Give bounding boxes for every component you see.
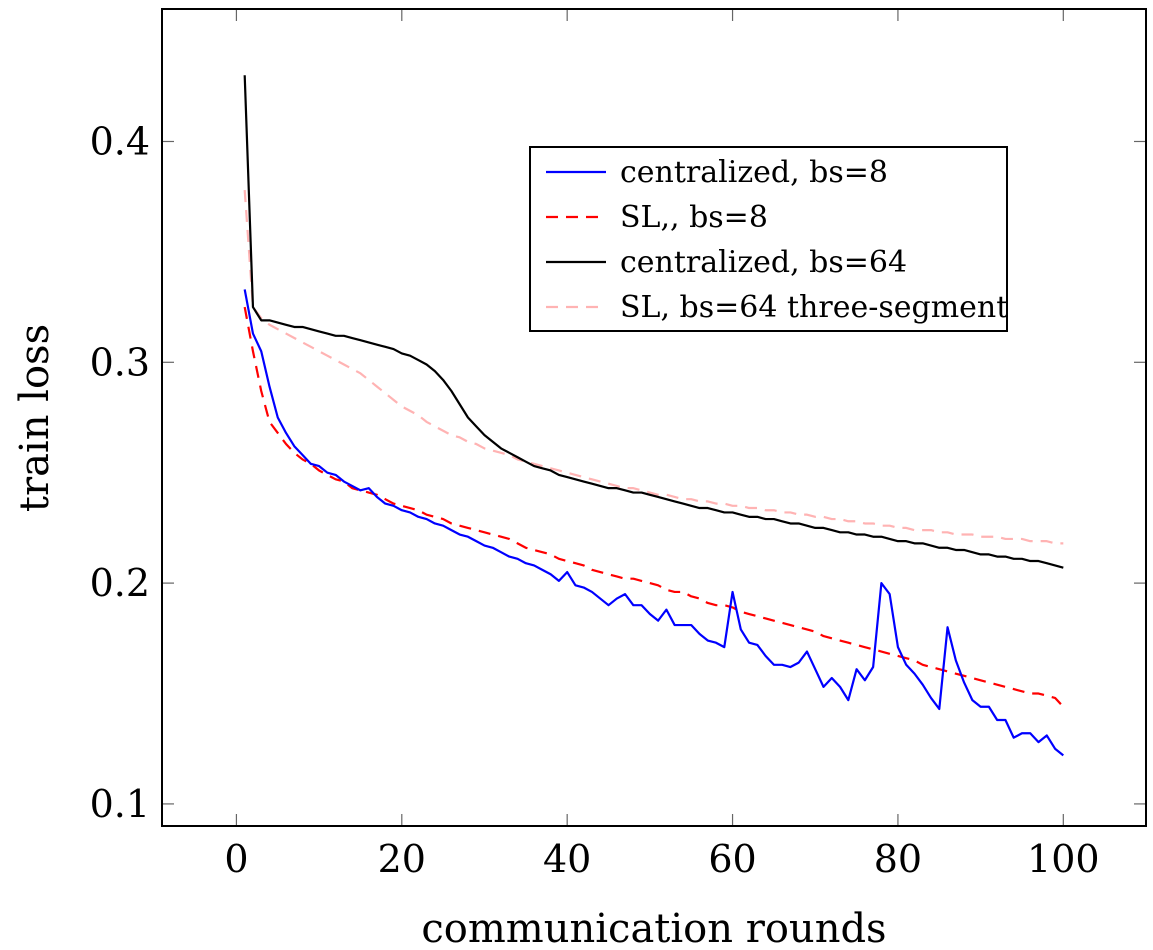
y-axis-label: train loss — [12, 324, 58, 512]
x-axis-label: communication rounds — [421, 906, 886, 950]
x-tick-label: 100 — [1027, 837, 1100, 881]
legend: centralized, bs=8 SL,, bs=8 centralized, b… — [529, 146, 1008, 332]
series-line-4 — [243, 189, 1064, 545]
plot-area — [243, 75, 1065, 757]
x-tick-label: 0 — [224, 837, 248, 881]
y-tick-label: 0.3 — [90, 340, 150, 384]
x-tick-label: 40 — [543, 837, 591, 881]
y-tick-label: 0.1 — [90, 782, 150, 826]
x-tick-label: 60 — [708, 837, 756, 881]
x-tick-label: 80 — [874, 837, 922, 881]
series-line-2 — [243, 306, 1065, 708]
legend-box — [529, 146, 1008, 332]
legend-label: centralized, bs=8 — [620, 155, 888, 190]
series-line-1 — [243, 289, 1064, 757]
y-tick-label: 0.4 — [90, 119, 150, 163]
plot-frame — [161, 8, 1147, 827]
axis-ticks — [162, 9, 1146, 826]
legend-label: centralized, bs=64 — [620, 245, 907, 280]
legend-label: SL, bs=64 three-segment — [620, 290, 1008, 325]
y-tick-label: 0.2 — [90, 561, 150, 605]
tick-labels: 0 20 40 60 80 100 0.1 0.2 0.3 0.4 — [90, 119, 1100, 881]
x-tick-label: 20 — [378, 837, 426, 881]
series-line-3 — [243, 75, 1064, 569]
legend-label: SL,, bs=8 — [620, 200, 768, 235]
